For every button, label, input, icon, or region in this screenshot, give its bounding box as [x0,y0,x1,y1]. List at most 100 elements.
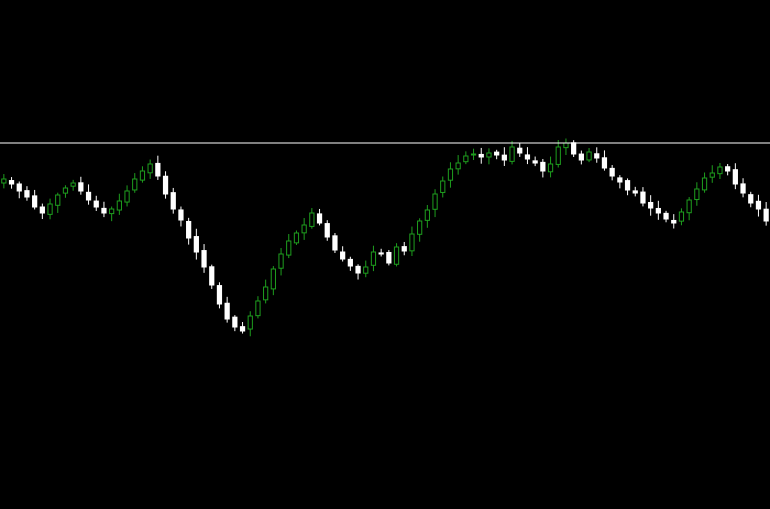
candle-body [532,160,538,164]
candle-body [755,200,762,210]
candle-body [93,200,99,208]
candle-body [501,154,507,161]
candle-body [393,246,400,265]
candle-body [124,190,130,203]
candle-body [370,251,377,266]
candle-body [732,169,738,185]
candle-body [363,266,369,274]
candle-body [440,180,446,193]
candle-body [470,153,477,156]
candle-body [132,178,138,191]
candle-body [455,162,461,170]
candle-body [201,250,207,268]
candle-body [509,146,515,162]
candle-body [409,233,415,252]
candle-body [116,200,122,211]
candle-body [632,190,638,194]
candle-body [85,191,92,201]
candle-body [648,201,654,209]
candle-body [47,203,53,215]
candle-body [763,208,769,222]
candle-body [609,167,615,177]
candle-body [255,300,261,317]
candle-body [524,154,531,160]
candle-body [109,208,115,215]
candle-body [186,220,192,239]
candle-body [540,161,546,172]
candle-body [432,193,438,210]
candle-body [162,175,169,195]
candle-body [586,151,592,161]
candle-body [424,209,430,221]
candle-body [725,166,731,172]
candle-body [209,266,215,286]
candle-body [78,182,84,192]
candle-body [347,258,353,267]
candle-body [563,142,569,149]
candle-body [16,183,22,192]
candle-body [701,177,708,191]
candle-body [617,177,623,183]
candle-body [155,162,161,177]
candle-body [239,326,246,332]
candle-body [309,212,315,227]
candle-body [332,235,338,251]
candle-body [640,191,646,204]
candle-body [748,194,754,204]
candle-body [447,168,454,181]
candle-body [517,147,523,154]
candle-body [694,188,700,201]
candle-body [139,170,146,181]
candle-body [101,207,107,214]
candle-body [386,251,392,264]
candle-body [671,219,677,224]
candle-body [547,163,554,173]
candle-body [571,142,577,155]
candle-body [216,285,223,305]
candle-body [601,157,608,169]
candle-body [286,240,292,256]
candle-body [655,207,661,214]
candle-body [301,224,307,234]
candle-body [224,302,230,320]
candle-body [70,182,76,187]
candle-body [293,232,300,244]
candle-body [709,172,715,178]
candle-body [178,209,184,221]
candle-body [463,155,469,163]
candle-body [340,251,346,260]
candle-body [401,246,407,252]
candle-body [594,153,600,159]
candle-body [8,180,15,185]
candle-body [270,268,276,290]
candle-body [478,153,484,158]
candle-body [686,199,692,214]
candle-body [740,183,746,194]
candle-body [62,187,69,194]
candle-body [32,195,38,208]
candle-body [232,316,238,328]
candle-body [378,252,384,255]
candle-body [24,190,30,198]
candle-body [663,212,669,220]
candle-body [39,206,45,214]
candle-body [486,152,492,158]
candle-body [316,213,323,224]
candle-body [355,265,361,274]
candle-body [1,178,7,184]
candle-body [193,236,199,253]
candle-body [678,211,685,222]
candle-body [578,153,584,161]
candle-body [324,223,330,238]
candle-body [55,194,61,206]
candle-body [170,192,176,210]
candle-body [147,163,153,174]
candle-body [247,315,253,330]
candle-body [263,286,269,301]
candle-body [278,253,284,269]
candle-body [417,220,423,235]
candle-body [494,151,500,156]
